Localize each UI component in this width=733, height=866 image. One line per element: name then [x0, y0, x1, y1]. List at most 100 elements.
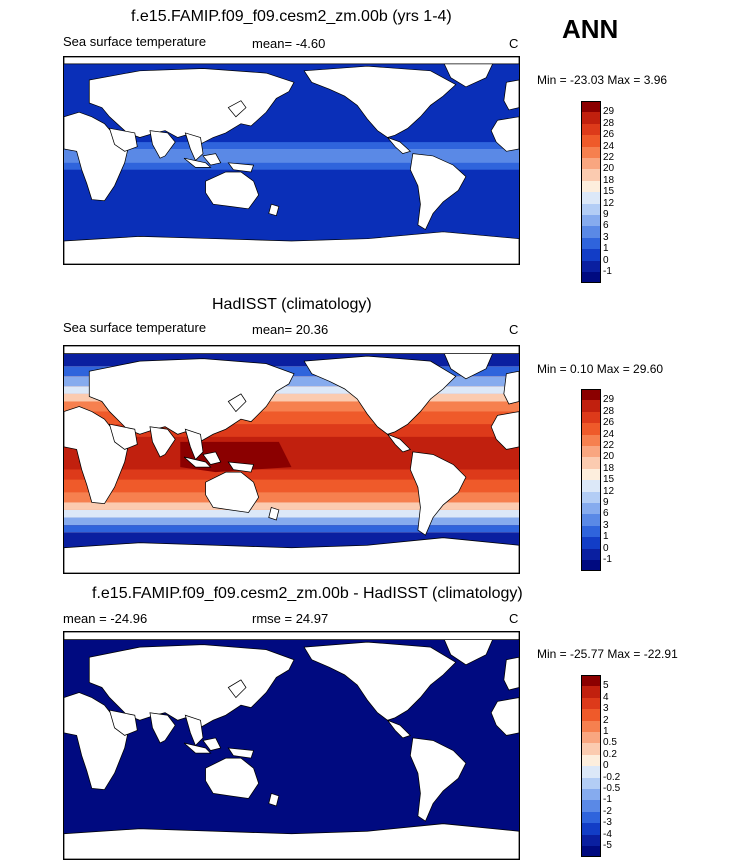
- colorbar-tick-label: 3: [603, 703, 609, 715]
- sst-band-4: [64, 393, 519, 402]
- colorbar-tick-label: -1: [603, 794, 612, 806]
- land-africa-west: [490, 116, 519, 152]
- colorbar-tick-label: 1: [603, 243, 609, 255]
- panel-2-minmax: Min = 0.10 Max = 29.60: [537, 362, 664, 376]
- land-india: [149, 426, 176, 458]
- land-japan: [227, 393, 247, 413]
- panel-3-map-svg: [64, 632, 519, 859]
- colorbar-tick-label: 29: [603, 106, 615, 118]
- colorbar-tick-label: 0.2: [603, 748, 617, 760]
- land-samerica: [409, 451, 467, 536]
- colorbar-tick-label: 18: [603, 174, 615, 186]
- colorbar-tick-label: 1: [603, 531, 609, 543]
- land-indonesia-a: [183, 157, 212, 168]
- land-africa-west: [490, 411, 519, 450]
- land-india: [149, 130, 176, 159]
- land-newguinea: [227, 747, 255, 759]
- land-australia: [205, 171, 260, 210]
- colorbar-tick-label: 29: [603, 394, 615, 406]
- colorbar-tick-label: 12: [603, 197, 615, 209]
- panel-1-minmax: Min = -23.03 Max = 3.96: [537, 73, 668, 87]
- land-antarctica: [64, 823, 519, 859]
- colorbar-tick-label: 9: [603, 209, 609, 220]
- colorbar-tick-label: -0.5: [603, 783, 621, 794]
- land-indochina: [184, 714, 204, 747]
- colorbar-tick-label: 24: [603, 140, 615, 152]
- colorbar-tick-label: 28: [603, 117, 615, 129]
- panel-2-map-svg: [64, 346, 519, 573]
- colorbar-tick-label: 2: [603, 714, 609, 726]
- land-australia: [205, 757, 260, 799]
- land-arabia: [108, 423, 138, 450]
- sst-band-14: [64, 517, 519, 526]
- land-japan: [227, 679, 247, 699]
- land-nz: [268, 506, 280, 521]
- panel-2-units: C: [509, 322, 519, 337]
- panel-1-map-svg: [64, 57, 519, 264]
- panel-3-units: C: [509, 611, 519, 626]
- panel-2-variable-label: Sea surface temperature: [63, 320, 207, 335]
- panel-3-mean-label: mean = -24.96: [63, 611, 148, 626]
- land-namerica: [303, 641, 457, 721]
- panel-2-title: HadISST (climatology): [212, 296, 372, 313]
- panel-2-mean-label: mean= 20.36: [252, 322, 329, 337]
- colorbar-tick-label: -3: [603, 817, 612, 829]
- panel-3-title: f.e15.FAMIP.f09_f09.cesm2_zm.00b - HadIS…: [92, 585, 523, 602]
- land-japan: [227, 100, 247, 118]
- colorbar-tick-label: 20: [603, 163, 615, 175]
- land-centralam: [386, 433, 412, 453]
- land-indonesia-b: [202, 451, 222, 465]
- colorbar-tick-label: 1: [603, 726, 609, 737]
- panel-3-rmse-label: rmse = 24.97: [252, 611, 329, 626]
- panel-1-units: C: [509, 36, 519, 51]
- colorbar-tick-label: 3: [603, 519, 609, 531]
- colorbar-tick-label: 18: [603, 462, 615, 474]
- panel-1-map: [63, 56, 520, 265]
- colorbar-tick-label: 28: [603, 405, 615, 417]
- land-indonesia-a: [183, 456, 212, 468]
- land-indonesia-b: [202, 737, 222, 751]
- land-europe-west: [503, 370, 519, 405]
- colorbar-tick-label: 15: [603, 474, 615, 486]
- colorbar-tick-label: 5: [603, 680, 609, 692]
- season-label: ANN: [562, 14, 619, 44]
- colorbar-tick-label: -5: [603, 840, 612, 851]
- colorbar-frame: [581, 389, 601, 572]
- land-nz: [268, 792, 280, 807]
- colorbar-tick-label: -4: [603, 828, 612, 840]
- sst-band-3: [64, 386, 519, 394]
- colorbar-tick-label: 20: [603, 451, 615, 463]
- colorbar-tick-label: -1: [603, 266, 612, 277]
- land-centralam: [386, 136, 412, 154]
- colorbar-tick-label: 26: [603, 129, 615, 141]
- land-centralam: [386, 719, 412, 739]
- sst-band-15: [64, 525, 519, 533]
- land-eurasia: [88, 358, 295, 445]
- panel-3-minmax: Min = -25.77 Max = -22.91: [537, 647, 678, 661]
- land-indonesia-b: [202, 153, 222, 166]
- sst-band-10: [64, 479, 519, 493]
- panel-3-map: [63, 631, 520, 860]
- land-europe-west: [503, 79, 519, 111]
- land-samerica: [409, 153, 467, 231]
- panel-1-title: f.e15.FAMIP.f09_f09.cesm2_zm.00b (yrs 1-…: [131, 8, 452, 25]
- land-antarctica: [64, 231, 519, 264]
- sst-band-2: [64, 376, 519, 387]
- land-newguinea: [227, 162, 255, 173]
- colorbar-tick-label: -0.2: [603, 771, 621, 783]
- colorbar-frame: [581, 675, 601, 858]
- colorbar-tick-label: 22: [603, 440, 615, 451]
- colorbar-tick-label: 0.5: [603, 737, 617, 749]
- colorbar-tick-label: -1: [603, 554, 612, 565]
- colorbar-tick-label: -2: [603, 805, 612, 817]
- colorbar-tick-label: 9: [603, 497, 609, 508]
- land-antarctica: [64, 537, 519, 573]
- colorbar-tick-label: 24: [603, 428, 615, 440]
- land-indochina: [184, 132, 204, 162]
- land-europe-west: [503, 656, 519, 691]
- land-arctic-cap: [64, 57, 519, 65]
- colorbar-tick-label: 0: [603, 760, 609, 772]
- colorbar-tick-label: 6: [603, 508, 609, 520]
- sst-band-1: [64, 366, 519, 377]
- land-indochina: [184, 428, 204, 461]
